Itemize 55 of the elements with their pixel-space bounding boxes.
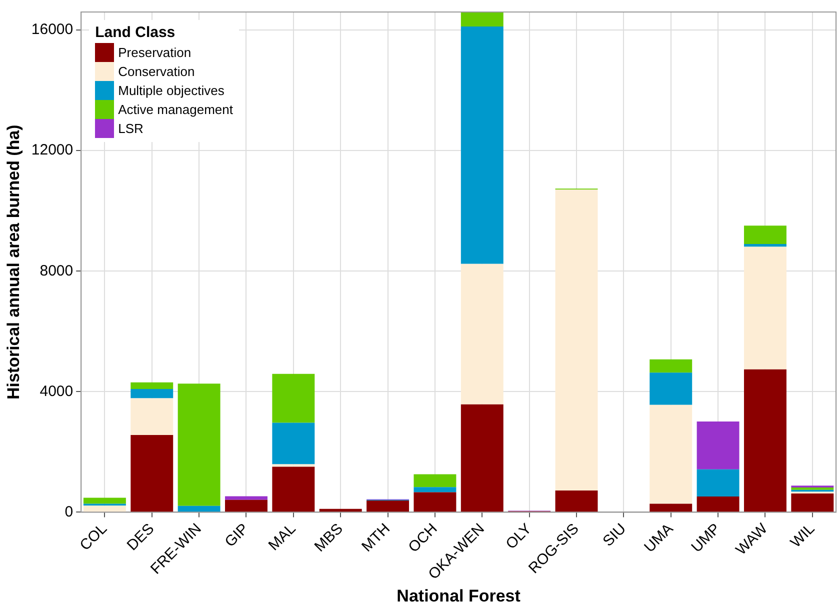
bar	[130, 398, 174, 436]
legend-label: Multiple objectives	[118, 83, 224, 98]
x-tick-label: WIL	[787, 520, 818, 552]
bar	[650, 359, 692, 373]
bar	[272, 466, 315, 512]
legend-label: Conservation	[118, 64, 195, 79]
bar	[744, 244, 786, 247]
bar	[272, 422, 315, 464]
bar	[460, 264, 504, 404]
bar	[178, 506, 220, 512]
bar	[83, 506, 126, 512]
x-axis-title: National Forest	[396, 586, 521, 606]
x-tick-label: COL	[76, 520, 110, 554]
bar	[696, 496, 740, 512]
bar	[460, 26, 504, 264]
bar	[272, 374, 315, 423]
bar	[414, 474, 456, 488]
bar	[130, 388, 174, 398]
bar	[130, 435, 174, 512]
bar	[555, 189, 598, 490]
bar	[696, 469, 740, 497]
y-tick-label: 12000	[31, 142, 74, 159]
bar	[178, 384, 220, 506]
bar	[366, 500, 410, 512]
x-tick-label: SIU	[600, 520, 630, 550]
x-tick-label: MAL	[265, 520, 300, 554]
bar	[225, 496, 268, 500]
bar	[696, 422, 740, 470]
y-tick-label: 16000	[31, 21, 74, 38]
bar	[650, 504, 692, 512]
bar	[555, 490, 598, 512]
y-tick-label: 8000	[40, 262, 74, 280]
bar	[83, 498, 126, 504]
bar	[460, 404, 504, 512]
bar	[414, 492, 456, 512]
x-tick-label: GIP	[222, 520, 252, 551]
legend-title: Land Class	[95, 24, 176, 41]
bar	[744, 369, 786, 512]
bar	[744, 226, 786, 244]
bar	[650, 404, 692, 504]
legend-label: Preservation	[118, 45, 192, 60]
bar	[650, 372, 692, 405]
bar	[460, 12, 504, 26]
bar	[130, 382, 174, 389]
x-tick-label: OLY	[502, 520, 536, 553]
bar	[744, 246, 786, 370]
bar	[225, 500, 268, 512]
y-axis-title: Historical annual area burned (ha)	[4, 124, 23, 400]
bar	[791, 487, 834, 490]
legend-label: LSR	[118, 121, 144, 136]
bar	[414, 487, 456, 492]
y-tick-label: 4000	[40, 382, 74, 400]
legend-label: Active management	[118, 102, 234, 117]
bar	[791, 494, 834, 512]
y-tick-label: 0	[64, 503, 74, 520]
